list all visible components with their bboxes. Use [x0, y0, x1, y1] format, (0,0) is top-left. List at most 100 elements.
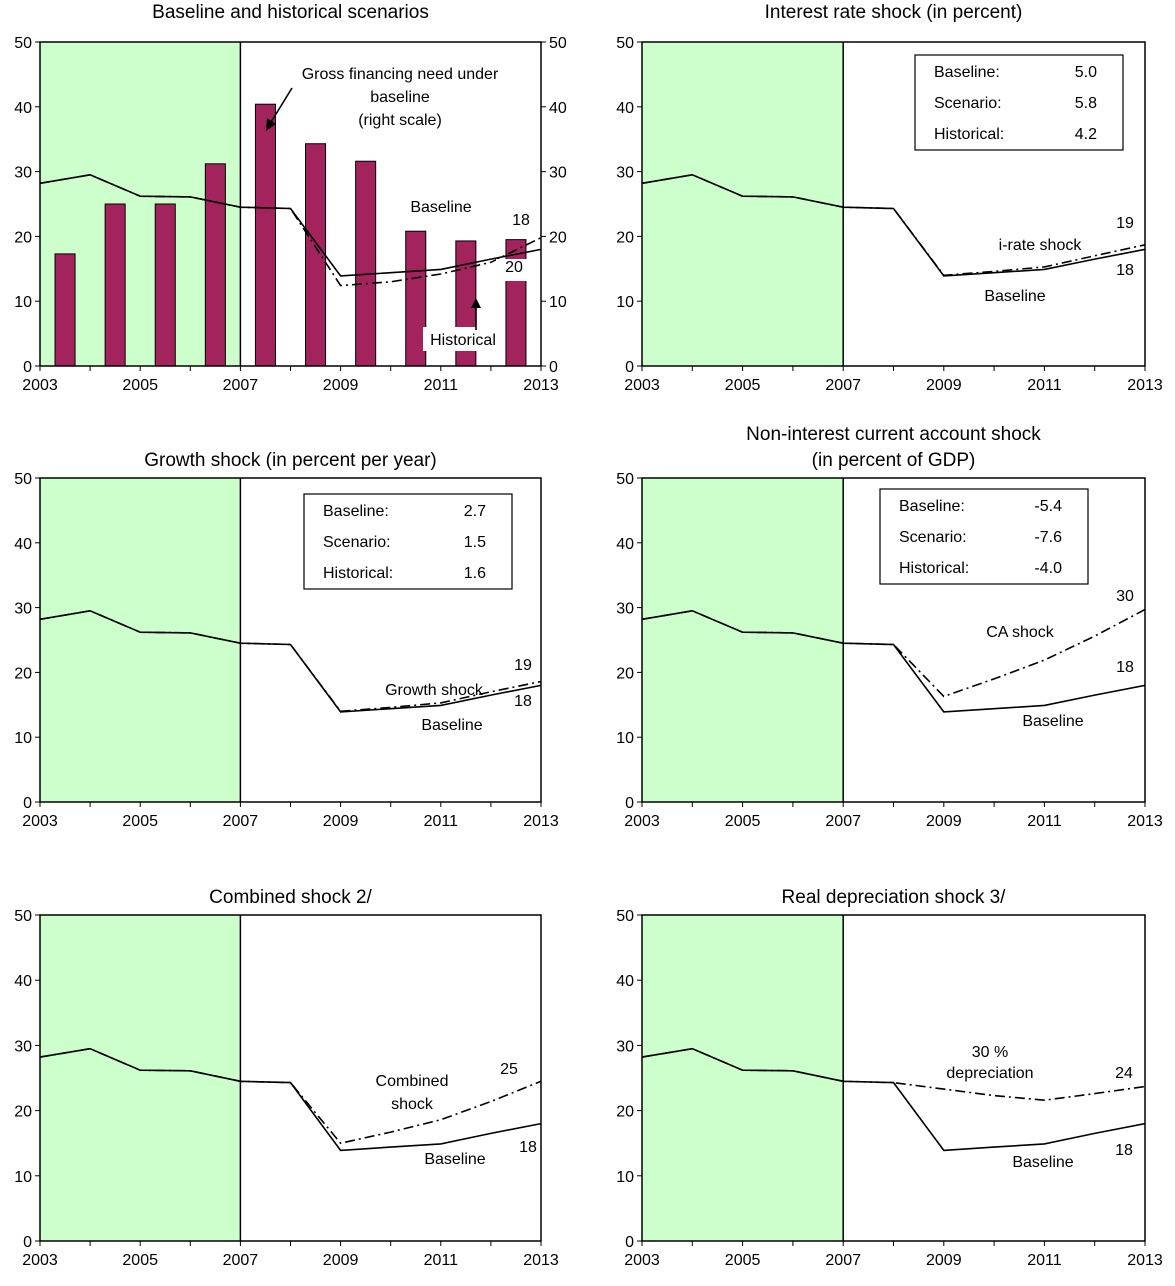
legend-box-label: Scenario:	[899, 529, 967, 546]
x-tick-label: 2003	[624, 1252, 660, 1269]
panel-title: Interest rate shock (in percent)	[765, 2, 1023, 23]
panel-title: Baseline and historical scenarios	[152, 2, 429, 23]
x-tick-label: 2003	[624, 813, 660, 830]
legend-box-value: 5.8	[1075, 95, 1097, 112]
y-right-tick-label: 0	[549, 359, 558, 376]
annotation-label: Baseline	[424, 1151, 485, 1168]
annotation-label: i-rate shock	[999, 237, 1083, 254]
series-line-2	[641, 173, 1146, 277]
y-tick-label: 10	[14, 730, 32, 747]
y-tick-label: 40	[14, 100, 32, 117]
y-tick-label: 40	[616, 536, 634, 553]
x-tick-label: 2005	[725, 813, 761, 830]
shaded-region	[642, 42, 844, 366]
x-tick-label: 2007	[223, 1252, 259, 1269]
legend-box-value: -7.6	[1034, 529, 1062, 546]
label-background	[496, 259, 530, 281]
y-right-tick-label: 50	[549, 35, 567, 52]
legend-box	[879, 488, 1089, 585]
legend-box-value: -4.0	[1034, 560, 1062, 577]
annotation-label: Baseline	[1012, 1154, 1073, 1171]
x-tick-label: 2003	[22, 813, 58, 830]
series-line-2	[641, 1047, 1146, 1102]
shaded-region	[642, 478, 844, 802]
y-tick-label: 0	[23, 795, 32, 812]
panel-title: Combined shock 2/	[209, 887, 372, 908]
annotation-label: Baseline	[410, 199, 471, 216]
legend-box	[914, 54, 1124, 151]
series-line-2	[39, 609, 542, 713]
y-tick-label: 40	[616, 100, 634, 117]
bar-2009	[355, 160, 377, 367]
x-tick-label: 2011	[1027, 1252, 1062, 1269]
x-tick-label: 2009	[926, 377, 962, 394]
legend-box-value: -5.4	[1034, 498, 1062, 515]
y-tick-label: 50	[14, 35, 32, 52]
y-right-tick-label: 20	[549, 229, 567, 246]
shaded-region	[40, 478, 241, 802]
annotation-label: 19	[1116, 215, 1134, 232]
x-tick-label: 2009	[926, 813, 962, 830]
y-tick-label: 20	[14, 1104, 32, 1121]
annotation-label: 18	[519, 1139, 537, 1156]
legend-box-label: Baseline:	[899, 498, 965, 515]
y-tick-label: 10	[616, 1169, 634, 1186]
x-tick-label: 2005	[725, 377, 761, 394]
x-tick-label: 2007	[825, 1252, 861, 1269]
y-tick-label: 50	[616, 471, 634, 488]
shaded-region	[642, 915, 844, 1241]
bar-2010	[405, 230, 427, 367]
bar-2004	[104, 203, 126, 367]
x-tick-label: 2009	[323, 377, 359, 394]
x-tick-label: 2009	[323, 1252, 359, 1269]
annotation-label: CA shock	[986, 624, 1055, 641]
annotation-label: 18	[1116, 262, 1134, 279]
annotation-label: 24	[1115, 1065, 1133, 1082]
bar-2003	[54, 253, 76, 367]
annotation-label: shock	[391, 1096, 434, 1113]
x-tick-label: 2003	[624, 377, 660, 394]
legend-box-value: 4.2	[1075, 126, 1097, 143]
annotation-label: Growth shock	[385, 682, 484, 699]
annotation-label: 25	[500, 1061, 518, 1078]
x-tick-label: 2009	[323, 813, 359, 830]
y-tick-label: 40	[14, 536, 32, 553]
y-tick-label: 20	[616, 665, 634, 682]
chart-panel-6: 0 10 20 30 40 50 2003 2005 2007 2009 2011 2013 Real …	[616, 887, 1163, 1269]
bar-2008	[305, 143, 327, 367]
panel-subtitle: (in percent of GDP)	[812, 450, 976, 471]
y-tick-label: 50	[616, 35, 634, 52]
y-tick-label: 40	[616, 973, 634, 990]
bar-2005	[154, 203, 176, 367]
annotation-label: 30 %	[972, 1044, 1008, 1061]
x-tick-label: 2005	[122, 1252, 158, 1269]
x-tick-label: 2011	[424, 1252, 459, 1269]
chart-panel-4: 0 10 20 30 40 50 2003 2005 2007 2009 2011 2013 Non-i…	[616, 424, 1163, 830]
panel-title: Non-interest current account shock	[746, 424, 1041, 445]
panel-title: Real depreciation shock 3/	[782, 887, 1007, 908]
y-tick-label: 10	[14, 294, 32, 311]
x-tick-label: 2011	[424, 377, 459, 394]
annotation-label: baseline	[370, 89, 430, 106]
legend-box-label: Scenario:	[934, 95, 1002, 112]
y-tick-label: 20	[616, 1104, 634, 1121]
legend-box-label: Baseline:	[934, 64, 1000, 81]
y-tick-label: 30	[14, 165, 32, 182]
legend-box	[303, 493, 513, 590]
series-line-2	[39, 173, 542, 287]
legend-box-label: Historical:	[323, 565, 393, 582]
bar-2007	[254, 103, 276, 367]
annotation-label: (right scale)	[358, 112, 442, 129]
x-tick-label: 2011	[424, 813, 459, 830]
x-tick-label: 2009	[926, 1252, 962, 1269]
annotation-label: 18	[512, 212, 530, 229]
x-tick-label: 2005	[725, 1252, 761, 1269]
x-tick-label: 2011	[1027, 813, 1062, 830]
annotation-label: Historical	[430, 332, 496, 349]
y-tick-label: 30	[14, 601, 32, 618]
y-tick-label: 10	[616, 294, 634, 311]
x-tick-label: 2007	[825, 377, 861, 394]
series-line-2	[39, 1047, 542, 1145]
